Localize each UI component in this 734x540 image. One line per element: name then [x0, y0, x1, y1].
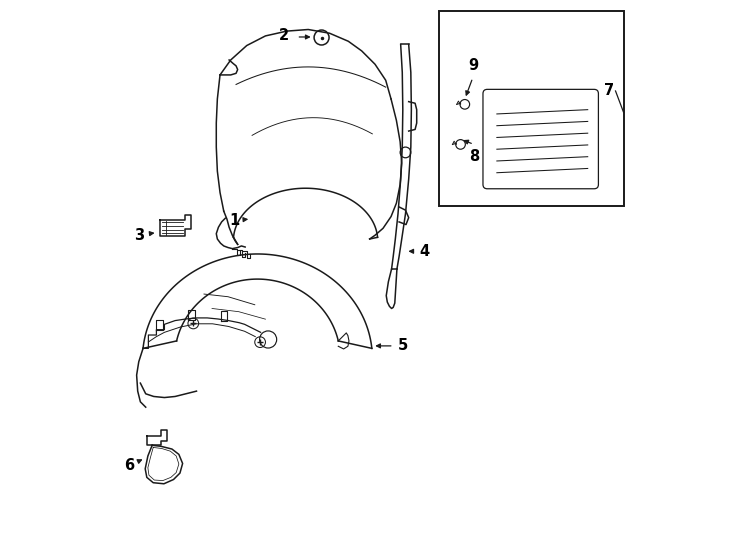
Text: 4: 4	[419, 244, 429, 259]
Text: 6: 6	[124, 457, 134, 472]
Text: 2: 2	[279, 29, 289, 43]
Text: 9: 9	[468, 58, 478, 73]
Text: 7: 7	[603, 84, 614, 98]
FancyBboxPatch shape	[483, 89, 598, 189]
Text: 8: 8	[469, 149, 479, 164]
Text: 3: 3	[134, 228, 144, 243]
Text: 5: 5	[399, 339, 408, 353]
Bar	[439, 11, 624, 206]
Text: 1: 1	[229, 213, 239, 228]
